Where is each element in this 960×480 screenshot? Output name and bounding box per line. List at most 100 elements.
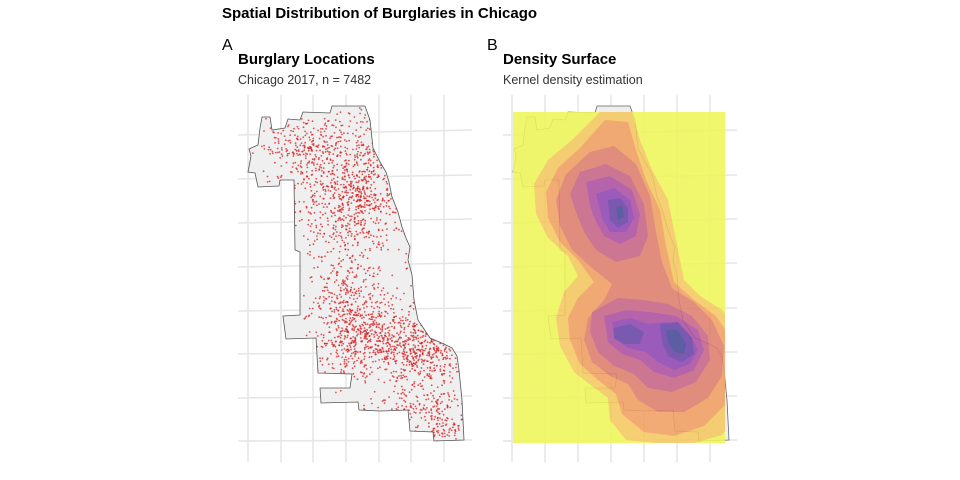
burglary-point (338, 204, 340, 207)
burglary-point (364, 222, 366, 225)
burglary-point (403, 344, 406, 347)
burglary-point (319, 211, 322, 214)
burglary-point (387, 326, 390, 329)
burglary-point (381, 126, 384, 129)
burglary-point (418, 238, 421, 241)
burglary-point (292, 130, 295, 133)
burglary-point (315, 226, 318, 229)
burglary-point (364, 152, 366, 155)
burglary-point (382, 122, 385, 125)
burglary-point (408, 310, 410, 313)
burglary-point (326, 251, 329, 254)
burglary-point (356, 334, 358, 337)
burglary-point (388, 396, 390, 398)
burglary-point (426, 407, 428, 409)
burglary-point (393, 170, 395, 173)
burglary-point (454, 430, 457, 433)
burglary-point (387, 156, 390, 158)
burglary-point (417, 340, 420, 343)
burglary-point (410, 348, 412, 350)
burglary-point (328, 151, 330, 153)
burglary-point (390, 166, 392, 169)
burglary-point (439, 365, 442, 367)
burglary-point (289, 171, 292, 173)
burglary-point (412, 348, 414, 351)
burglary-point (433, 339, 435, 342)
burglary-point (262, 170, 265, 173)
burglary-point (412, 356, 415, 359)
burglary-point (327, 189, 330, 192)
burglary-point (348, 207, 351, 210)
burglary-point (319, 180, 322, 183)
burglary-point (378, 313, 381, 316)
burglary-point (361, 323, 363, 326)
burglary-point (371, 294, 374, 297)
burglary-point (443, 429, 446, 432)
burglary-point (391, 339, 393, 342)
burglary-point (343, 186, 346, 189)
burglary-point (358, 136, 360, 139)
burglary-point (357, 195, 360, 198)
burglary-point (345, 140, 348, 143)
burglary-point (360, 158, 362, 161)
burglary-point (332, 124, 335, 127)
burglary-point (409, 370, 411, 373)
burglary-point (402, 374, 405, 377)
burglary-point (418, 300, 420, 302)
burglary-point (341, 356, 343, 359)
burglary-point (327, 120, 330, 122)
burglary-point (411, 210, 414, 213)
burglary-point (348, 319, 351, 322)
burglary-point (337, 136, 340, 139)
burglary-point (356, 309, 359, 312)
burglary-point (379, 269, 381, 272)
burglary-point (352, 362, 355, 365)
burglary-point (422, 363, 425, 365)
burglary-point (411, 384, 414, 386)
burglary-point (412, 338, 415, 341)
burglary-point (391, 318, 394, 321)
burglary-point (404, 410, 407, 413)
burglary-point (332, 172, 334, 175)
burglary-point (311, 133, 314, 136)
burglary-point (323, 322, 325, 324)
burglary-point (402, 154, 405, 157)
burglary-point (327, 277, 329, 280)
burglary-point (371, 402, 373, 405)
burglary-point (352, 132, 354, 135)
burglary-point (383, 402, 386, 404)
burglary-point (279, 176, 282, 179)
burglary-point (381, 140, 384, 143)
burglary-point (362, 212, 364, 215)
burglary-point (350, 337, 352, 340)
burglary-point (350, 196, 353, 199)
burglary-point (309, 230, 312, 232)
burglary-point (336, 154, 339, 156)
burglary-point (317, 144, 320, 147)
burglary-point (439, 317, 442, 319)
burglary-point (312, 144, 315, 147)
burglary-point (345, 189, 348, 192)
burglary-point (372, 173, 375, 176)
burglary-point (393, 354, 395, 356)
burglary-point (369, 298, 372, 301)
burglary-point (343, 338, 346, 340)
burglary-point (415, 355, 418, 358)
burglary-point (358, 187, 361, 190)
burglary-point (406, 318, 409, 321)
burglary-point (363, 365, 366, 368)
burglary-point (336, 169, 338, 171)
burglary-point (263, 130, 265, 132)
burglary-point (362, 232, 365, 235)
burglary-point (355, 161, 358, 163)
burglary-point (372, 275, 374, 278)
burglary-point (282, 129, 285, 132)
burglary-point (370, 190, 373, 193)
burglary-point (381, 324, 384, 327)
burglary-point (364, 272, 367, 275)
burglary-point (433, 327, 436, 330)
burglary-point (377, 315, 379, 318)
burglary-point (358, 292, 361, 295)
burglary-point (371, 284, 374, 287)
burglary-point (404, 401, 407, 403)
